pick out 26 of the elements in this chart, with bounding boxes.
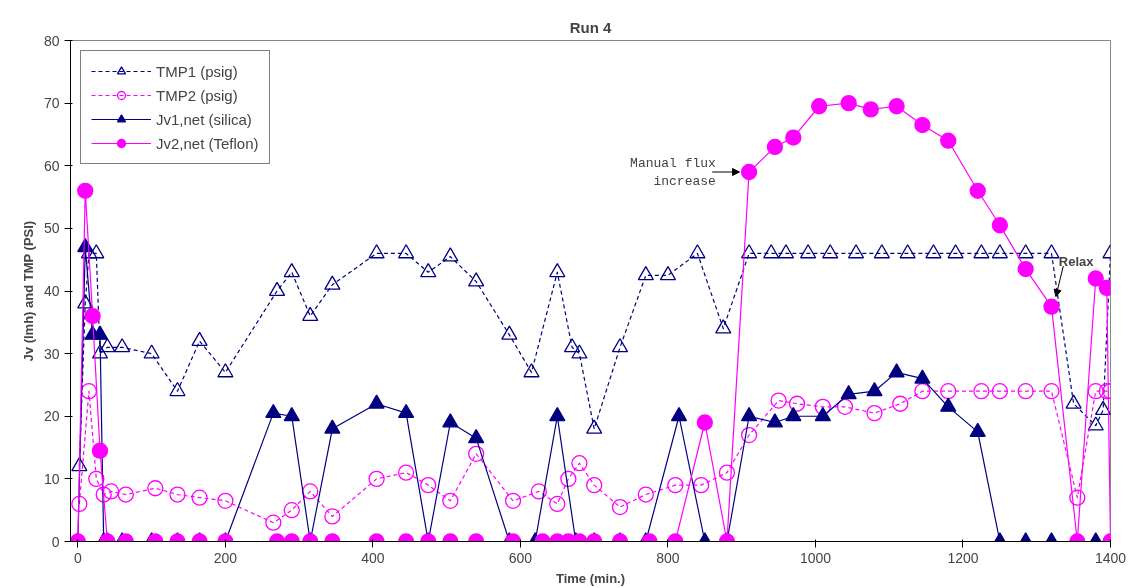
- y-axis-title: Jv (lmh) and TMP (PSI): [20, 220, 36, 362]
- y-tick-label: 30: [43, 345, 60, 362]
- x-tick-label: 1000: [799, 549, 832, 566]
- x-tick-label: 800: [656, 549, 680, 566]
- y-tick-label: 70: [43, 95, 60, 112]
- annotation: Relax: [1058, 254, 1095, 270]
- x-tick-label: 0: [73, 549, 82, 566]
- x-axis-title: Time (min.): [555, 570, 626, 586]
- y-tick-label: 80: [43, 32, 60, 49]
- x-tick-label: 1200: [947, 549, 979, 566]
- annotation: Manual flux increase: [630, 155, 717, 189]
- legend-label: Jv2,net (Teflon): [156, 134, 259, 152]
- y-tick-label: 50: [43, 220, 60, 237]
- x-tick-label: 600: [508, 549, 533, 566]
- legend-label: TMP1 (psig): [156, 62, 238, 80]
- y-tick-label: 10: [43, 470, 60, 487]
- x-tick-label: 400: [361, 549, 385, 566]
- y-tick-label: 60: [43, 157, 60, 174]
- x-tick-label: 1400: [1094, 549, 1127, 566]
- y-tick-label: 40: [43, 283, 60, 299]
- y-tick-label: 0: [51, 533, 60, 550]
- chart-title: Run 4: [569, 18, 612, 36]
- x-tick-label: 200: [213, 549, 238, 566]
- y-tick-label: 20: [43, 408, 60, 425]
- legend-label: Jv1,net (silica): [156, 110, 252, 128]
- legend-label: TMP2 (psig): [156, 86, 238, 104]
